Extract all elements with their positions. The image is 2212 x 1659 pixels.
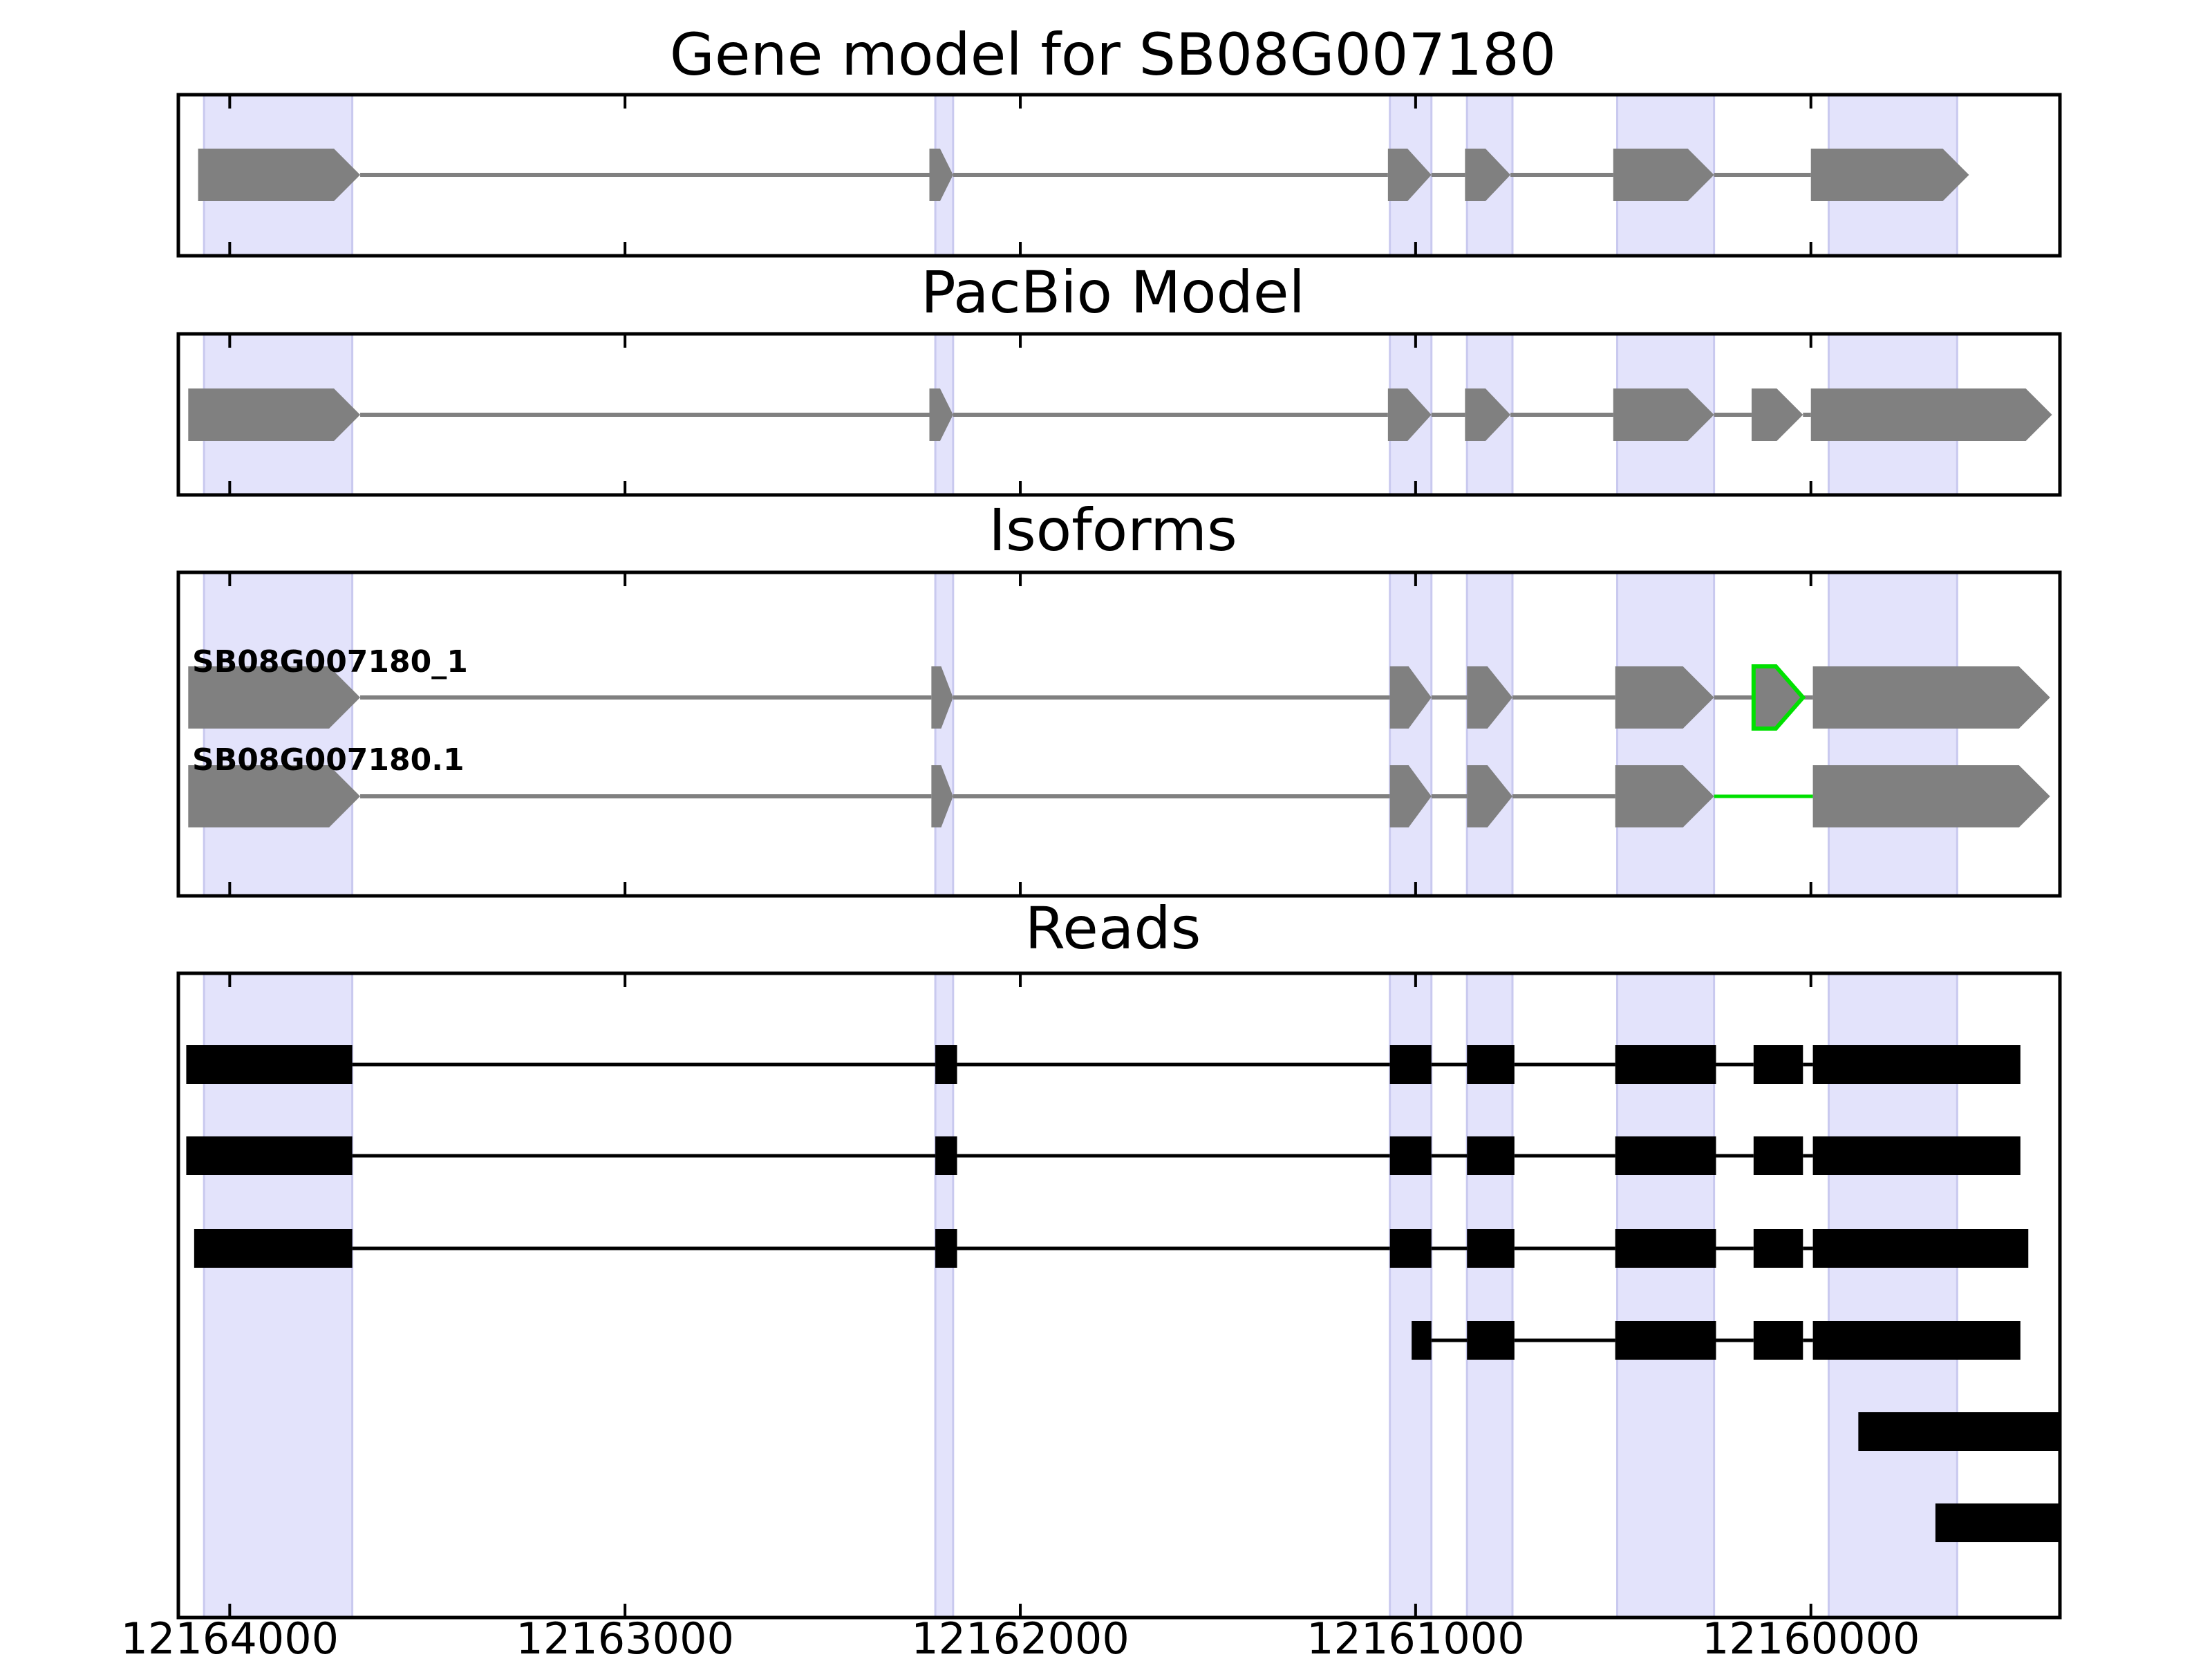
- exon-arrow: [1812, 666, 2050, 729]
- exon-arrow: [931, 765, 953, 827]
- x-axis-tick-labels: 12164000 12163000 12162000 12161000 1216…: [121, 1613, 1920, 1659]
- exon-arrow: [1389, 666, 1432, 729]
- x-tick-label: 12164000: [121, 1613, 339, 1659]
- read-exon-block: [1467, 1136, 1515, 1175]
- panel-frame: [176, 332, 2062, 497]
- read-tracks: [186, 1045, 2060, 1542]
- exon-arrow: [1751, 664, 1806, 731]
- panel-frame: [176, 570, 2062, 898]
- read-exon-block: [1812, 1321, 2021, 1360]
- read-exon-block: [935, 1229, 957, 1268]
- exon-arrow: [198, 149, 361, 201]
- isoform-tracks: [188, 664, 2050, 827]
- exon-arrow: [931, 666, 953, 729]
- exon-arrow: [1467, 666, 1512, 729]
- read-exon-block: [1753, 1045, 1803, 1084]
- exon-arrow: [1613, 388, 1714, 441]
- tick-marks: [228, 973, 1812, 1618]
- pacbio-model-track: [188, 388, 2052, 441]
- x-tick-label: 12162000: [911, 1613, 1130, 1659]
- exon-arrow: [1465, 388, 1511, 441]
- exon-arrow: [929, 149, 953, 201]
- read-exon-block: [1615, 1229, 1716, 1268]
- read-exon-block: [935, 1136, 957, 1175]
- exon-arrow: [1387, 388, 1432, 441]
- exon-arrow: [1613, 149, 1714, 201]
- read-exon-block: [1615, 1045, 1716, 1084]
- highlight-region: [1465, 571, 1514, 897]
- read-exon-block: [186, 1136, 353, 1175]
- gene-model-panel: [176, 93, 2062, 258]
- tick-marks: [228, 95, 1812, 256]
- highlight-region: [1389, 571, 1433, 897]
- read-exon-block: [1753, 1321, 1803, 1360]
- panel-title-pacbio: PacBio Model: [921, 259, 1305, 326]
- read-exon-block: [935, 1045, 957, 1084]
- highlight-region: [1827, 571, 1958, 897]
- read-exon-block: [1753, 1136, 1803, 1175]
- read-exon-block: [1858, 1412, 2060, 1451]
- reads-panel: [176, 971, 2062, 1620]
- read-exon-block: [1389, 1045, 1432, 1084]
- read-exon-block: [1615, 1136, 1716, 1175]
- exon-arrow: [188, 388, 361, 441]
- tick-marks: [228, 334, 1812, 495]
- highlight-region: [934, 571, 955, 897]
- read-exon-block: [1389, 1136, 1432, 1175]
- isoforms-panel: SB08G007180_1 SB08G007180.1: [176, 570, 2062, 898]
- read-exon-block: [1412, 1321, 1432, 1360]
- read-exon-block: [1753, 1229, 1803, 1268]
- panel-title-isoforms: Isoforms: [988, 496, 1237, 564]
- read-exon-block: [1812, 1045, 2021, 1084]
- exon-arrow: [188, 666, 361, 729]
- exon-arrow: [1387, 149, 1432, 201]
- read-exon-block: [186, 1045, 353, 1084]
- highlight-region: [1616, 571, 1716, 897]
- exon-arrow: [1812, 765, 2050, 827]
- exon-arrow: [1467, 765, 1512, 827]
- read-exon-block: [1467, 1229, 1515, 1268]
- x-tick-label: 12163000: [516, 1613, 734, 1659]
- tick-marks: [228, 572, 1812, 896]
- panel-title-reads: Reads: [1025, 894, 1201, 962]
- highlight-region: [203, 571, 354, 897]
- read-exon-block: [1615, 1321, 1716, 1360]
- read-exon-block: [194, 1229, 353, 1268]
- exon-arrow: [1810, 388, 2052, 441]
- gene-model-track: [198, 149, 1969, 201]
- read-exon-block: [1812, 1136, 2021, 1175]
- read-exon-block: [1467, 1321, 1515, 1360]
- read-exon-block: [1389, 1229, 1432, 1268]
- read-exon-block: [1467, 1045, 1515, 1084]
- highlight-regions: [203, 571, 1958, 897]
- pacbio-model-panel: [176, 332, 2062, 497]
- x-tick-label: 12160000: [1702, 1613, 1920, 1659]
- exon-arrow: [1389, 765, 1432, 827]
- panel-frame: [176, 93, 2062, 258]
- exon-arrow: [1465, 149, 1511, 201]
- exon-arrow: [188, 765, 361, 827]
- read-exon-block: [1812, 1229, 2029, 1268]
- exon-arrow: [1751, 388, 1803, 441]
- read-exon-block: [1935, 1503, 2060, 1542]
- x-tick-label: 12161000: [1306, 1613, 1525, 1659]
- exon-arrow: [929, 388, 953, 441]
- exon-arrow: [1615, 666, 1714, 729]
- isoform-label: SB08G007180_1: [192, 644, 468, 679]
- panel-title-gene-model: Gene model for SB08G007180: [670, 21, 1556, 88]
- exon-arrow: [1810, 149, 1969, 201]
- isoform-label: SB08G007180.1: [192, 742, 465, 778]
- panel-frame: [176, 971, 2062, 1620]
- exon-arrow: [1615, 765, 1714, 827]
